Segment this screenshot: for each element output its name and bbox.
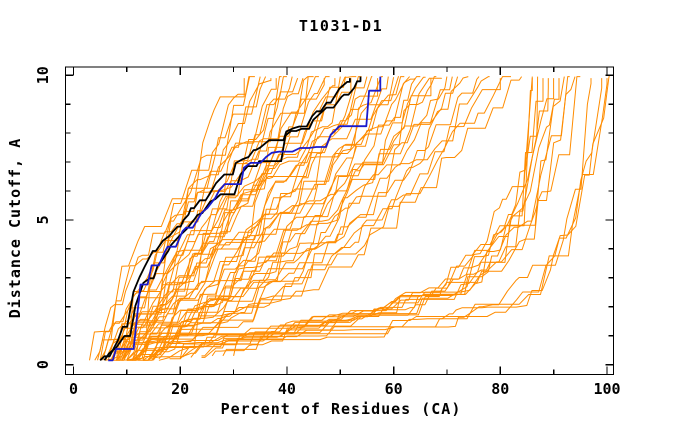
model-curve	[105, 76, 347, 361]
model-curve	[153, 76, 511, 361]
model-curve	[137, 76, 405, 361]
model-curve	[110, 78, 352, 361]
model-curve	[105, 76, 282, 361]
model-curve	[121, 76, 330, 361]
model-curve	[126, 76, 383, 361]
y-tick-label: 10	[34, 66, 52, 84]
model-curve	[222, 78, 608, 357]
model-curve	[137, 76, 437, 361]
model-curve	[115, 76, 362, 361]
x-tick-label: 20	[171, 380, 189, 398]
model-curve	[99, 78, 351, 361]
model-curve	[126, 76, 459, 361]
y-tick-label: 0	[34, 360, 52, 369]
model-curve	[158, 76, 523, 361]
x-axis-label: Percent of Residues (CA)	[221, 400, 462, 418]
model-curve	[137, 76, 480, 361]
model-curve	[108, 76, 382, 362]
x-tick-label: 40	[278, 380, 296, 398]
y-axis-label: Distance Cutoff, A	[6, 138, 24, 319]
model-curve	[147, 78, 501, 361]
model-curve	[190, 76, 570, 358]
model-curve	[142, 78, 416, 361]
model-curve	[142, 77, 443, 361]
model-curve	[97, 76, 255, 361]
model-curve	[201, 78, 603, 358]
chart-title: T1031-D1	[299, 17, 383, 35]
y-tick-label: 5	[34, 215, 52, 224]
x-tick-label: 100	[593, 380, 620, 398]
model-curve	[147, 76, 448, 361]
axis-ticks	[65, 67, 614, 375]
model-curve	[211, 76, 581, 357]
plot-frame	[64, 66, 615, 376]
orange-model-curves	[89, 76, 610, 361]
model-curve	[113, 77, 304, 361]
model-curve	[123, 78, 336, 361]
model-curve	[94, 76, 251, 361]
model-curve	[105, 76, 533, 361]
model-curve	[233, 76, 610, 357]
model-curve	[131, 76, 389, 361]
x-tick-label: 80	[491, 380, 509, 398]
blue-highlight-curve	[108, 76, 382, 362]
model-curve	[89, 78, 245, 361]
model-curve	[116, 76, 539, 361]
model-curve	[118, 76, 319, 361]
model-curve	[142, 76, 490, 361]
x-tick-label: 0	[69, 380, 78, 398]
axis-tick-labels: 0 20 40 60 80 100 0 5 10	[34, 66, 621, 398]
x-tick-label: 60	[385, 380, 403, 398]
